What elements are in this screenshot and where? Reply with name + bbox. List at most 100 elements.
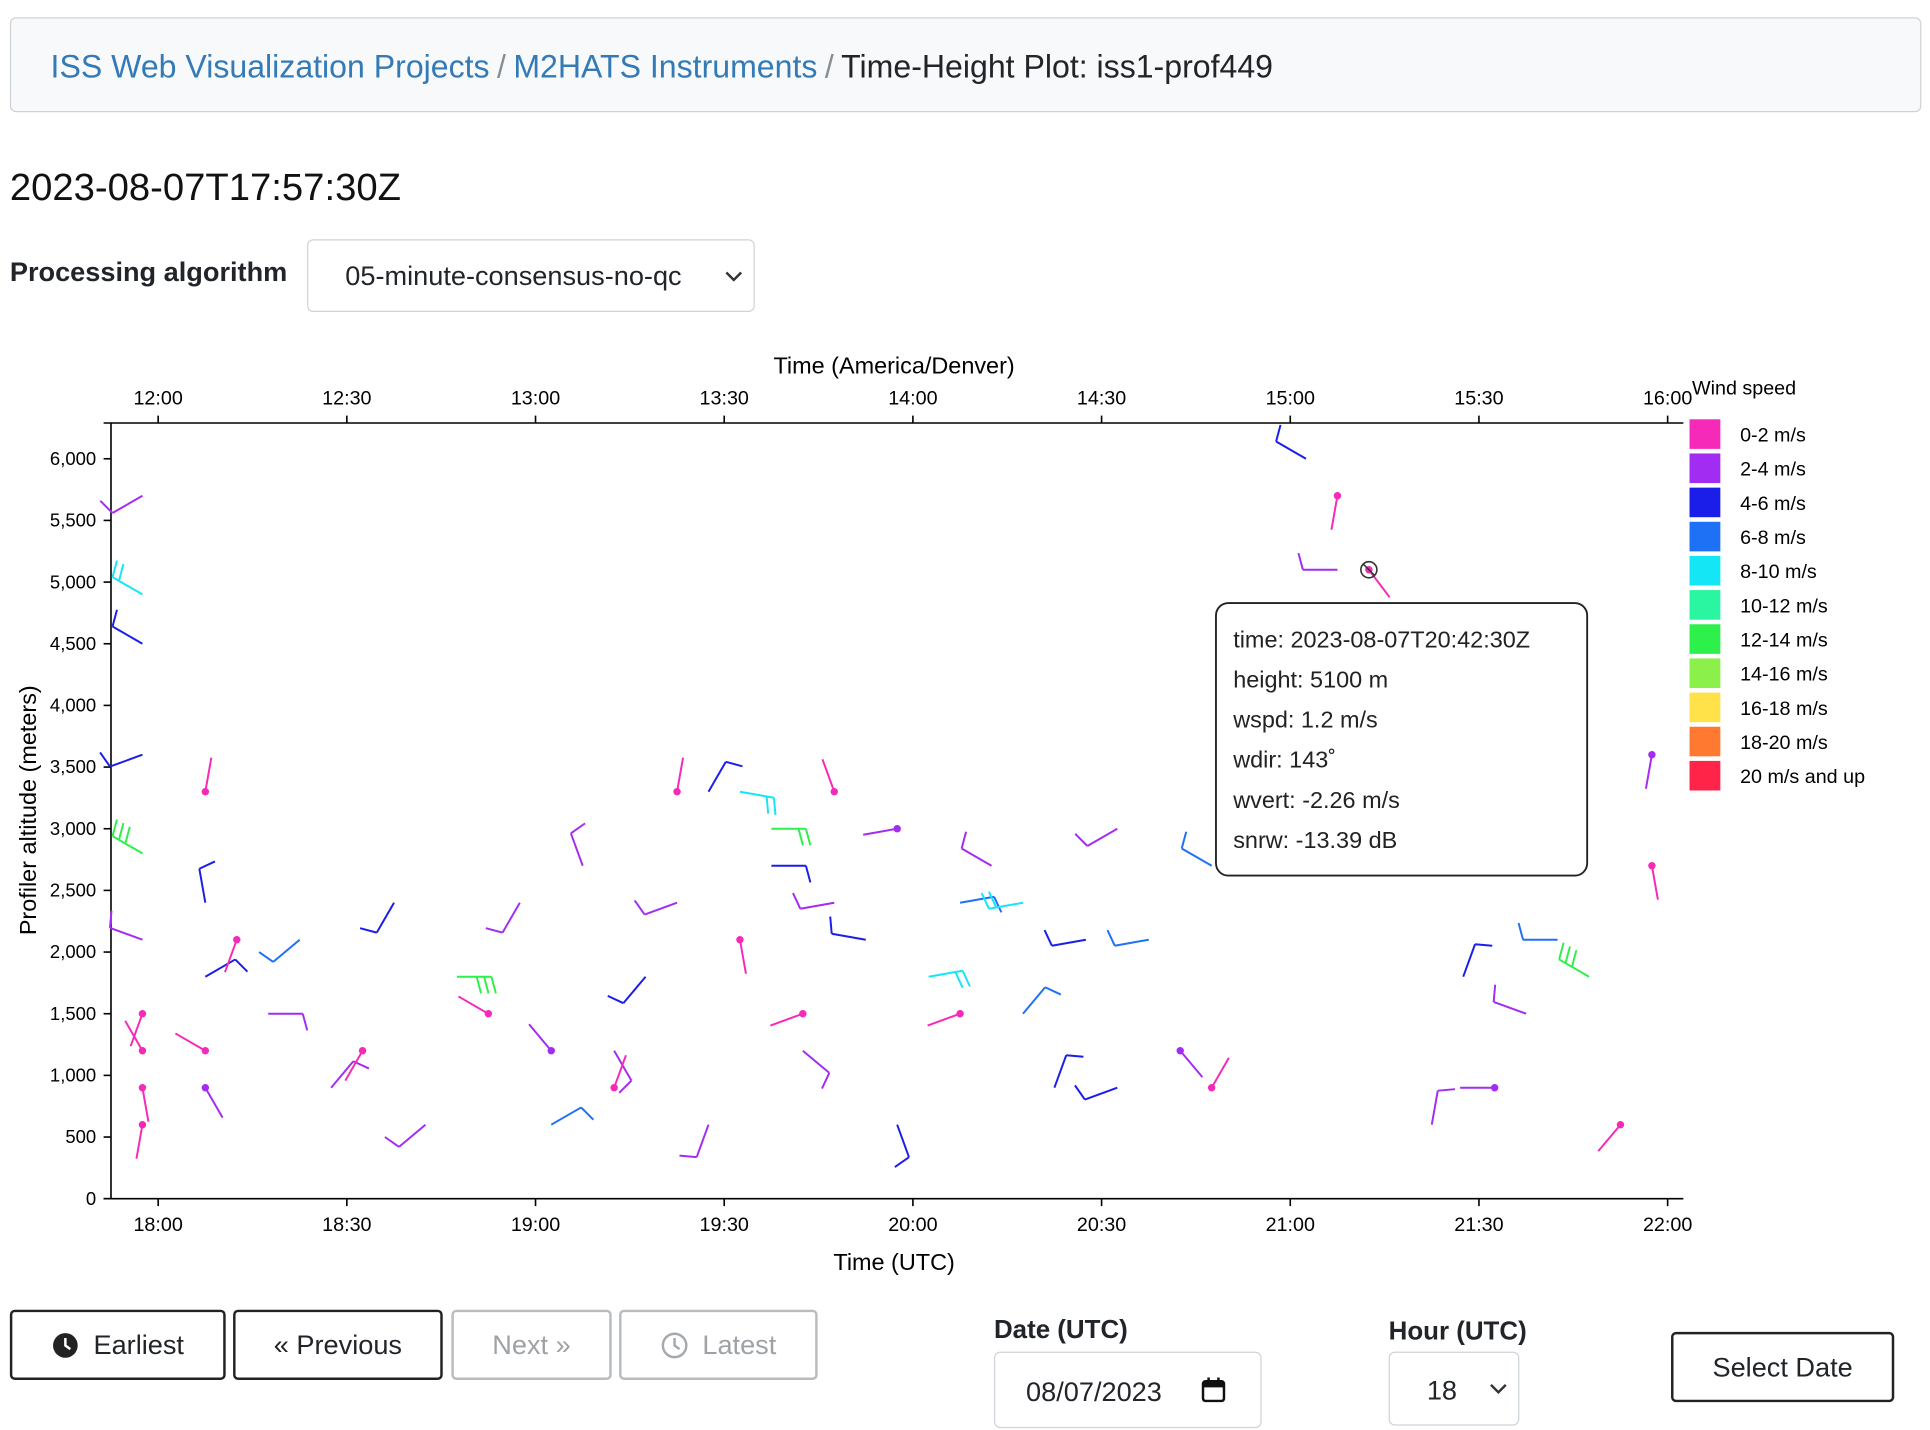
chevron [725,271,743,282]
barb-feather [792,892,802,910]
algorithm-select[interactable]: 05-minute-consensus-no-qc [307,239,755,313]
barb-dot [201,1047,210,1055]
wind-barb [739,790,777,816]
page-heading: 2023-08-07T17:57:30Z [9,165,401,209]
wind-barb [1207,1057,1230,1092]
wind-barb [268,1012,309,1031]
barb-feather [109,910,113,928]
calendar-icon [1201,1377,1226,1403]
barb-feather [1474,943,1493,947]
breadcrumb-link[interactable]: ISS Web Visualization Projects [50,48,490,86]
barb-dot [673,788,681,796]
barb-staff [1462,943,1476,978]
barb-feather [821,1072,831,1089]
barb-staff [821,758,836,793]
barb-feather [894,1156,910,1168]
tooltip-line: height: 5100 m [1233,667,1388,693]
barb-staff [896,1124,910,1158]
date-input[interactable]: 08/07/2023 [993,1351,1262,1429]
barb-staff [961,847,993,867]
barb-dot [547,1047,555,1055]
barb-feather [384,1136,400,1148]
wind-barb [174,1032,210,1055]
barb-dot [1207,1084,1216,1092]
select-date-button[interactable]: Select Date [1671,1331,1895,1403]
barb-dot [1333,492,1342,500]
wind-barb [1648,862,1659,900]
x2-tick-label: 14:30 [1077,387,1126,409]
tooltip-line: wspd: 1.2 m/s [1232,707,1378,733]
y-tick-label: 6,000 [50,448,96,469]
barb-staff [739,790,775,799]
legend-swatch [1689,590,1721,620]
barb-dot [1648,862,1656,870]
wind-barb [111,609,143,645]
barb-staff [204,1087,224,1119]
wind-barb [802,1049,831,1089]
wind-barb [1022,986,1062,1015]
wind-barb [201,1084,224,1119]
barb-feather [804,865,812,883]
barb-staff [174,1032,206,1052]
barb-feather [111,560,118,578]
barb-staff [112,835,143,855]
wind-barb [1644,751,1656,789]
wind-barb [111,819,143,855]
barb-staff [1179,1050,1204,1078]
clock-icon [661,1331,687,1358]
hour-select[interactable]: 18 [1388,1351,1520,1426]
tooltip-line: time: 2023-08-07T20:42:30Z [1233,626,1530,652]
barb-staff [1053,1054,1068,1089]
barb-staff [1330,495,1339,530]
breadcrumb-link[interactable]: M2HATS Instruments [513,48,818,86]
wind-barb [1517,922,1558,941]
wind-barb [201,757,213,796]
barb-staff [1275,440,1307,460]
wind-barb [894,1124,910,1168]
wind-barb [927,1010,964,1027]
wind-barb [1180,831,1213,867]
wind-barb [771,827,812,846]
y-tick-label: 4,000 [50,695,96,716]
barb-staff [135,1124,144,1159]
barb-feather [198,860,216,870]
legend-swatch [1689,419,1721,449]
earliest-button[interactable]: Earliest [9,1309,226,1380]
wind-barb [771,864,812,883]
wind-barb [124,1020,147,1055]
breadcrumb: ISS Web Visualization Projects / M2HATS In… [9,17,1922,113]
barb-staff [676,757,685,792]
y-tick-label: 1,500 [50,1003,96,1024]
barb-staff [528,1023,553,1052]
barb-feather [580,1106,595,1121]
y-tick-label: 4,500 [50,633,96,654]
wind-barb [129,1010,147,1047]
barb-staff [344,1050,364,1082]
wind-barb [1462,943,1493,978]
wind-barb [1430,1088,1456,1125]
wind-barb [330,1060,370,1089]
y-tick-label: 0 [86,1188,96,1209]
legend-label: 16-18 m/s [1740,698,1828,720]
previous-button[interactable]: « Previous [233,1309,443,1380]
x2-axis-title: Time (America/Denver) [773,353,1014,379]
barb-staff [1086,827,1118,847]
wind-barb [224,936,241,973]
barb-staff [1430,1090,1439,1125]
barb-staff [204,757,213,792]
barb-feather [1297,552,1304,571]
barb-staff [112,625,143,645]
barb-staff [457,995,489,1015]
barb-feather [1437,1088,1456,1092]
hover-marker [1360,560,1378,579]
wind-barb [792,892,835,910]
barb-staff [124,1020,144,1052]
legend-swatch [1689,726,1721,757]
x2-tick-label: 14:00 [888,387,937,409]
x-tick-label: 19:00 [511,1214,560,1236]
legend-label: 14-16 m/s [1740,664,1828,686]
x-tick-label: 19:30 [700,1214,749,1236]
x-tick-label: 20:30 [1077,1214,1126,1236]
date-label: Date (UTC) [993,1315,1128,1345]
barb-feather [772,797,777,816]
